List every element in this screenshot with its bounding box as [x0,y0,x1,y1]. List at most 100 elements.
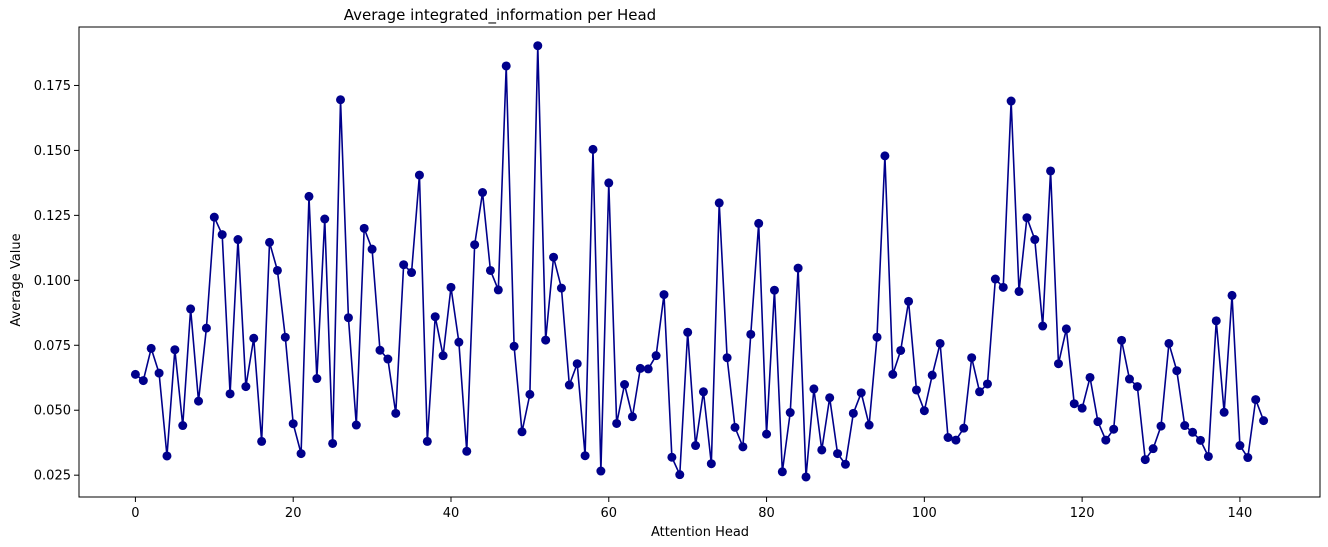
data-point [233,235,243,245]
data-point [659,290,669,300]
data-point [1195,435,1205,445]
data-point [399,260,409,270]
data-point [848,408,858,418]
data-point [351,420,361,430]
data-point [714,198,724,208]
data-point [1156,421,1166,431]
data-point [904,296,914,306]
data-point [138,376,148,386]
data-point [959,423,969,433]
data-point [154,368,164,378]
data-point [186,304,196,314]
data-point [1203,451,1213,461]
data-point [272,265,282,275]
data-point [288,419,298,429]
data-point [675,470,685,480]
x-tick-label: 60 [600,506,617,521]
data-point [517,427,527,437]
data-point [556,283,566,293]
data-point [620,380,630,389]
data-point [312,374,322,384]
data-point [809,384,819,394]
data-point [990,274,1000,284]
data-point [817,445,827,455]
data-point [438,351,448,361]
data-point [1061,324,1071,334]
data-point [975,387,985,397]
data-point [572,359,582,369]
data-point [604,178,614,188]
data-point [1022,213,1032,223]
data-point [691,441,701,451]
data-point [1172,366,1182,376]
data-point [178,421,188,431]
data-point [257,436,267,446]
data-point [241,382,251,392]
data-point [888,369,898,379]
data-point [162,451,172,461]
data-point [304,191,314,201]
data-point [1259,416,1269,426]
data-point [462,446,472,456]
data-point [777,467,787,477]
data-point [1211,316,1221,326]
plot-area [130,41,1269,482]
data-point [383,354,393,364]
data-point [359,223,369,233]
data-point [343,313,353,323]
x-tick-label: 140 [1228,506,1253,521]
data-point [856,388,866,398]
data-point [1117,335,1127,345]
data-point [328,438,338,448]
data-point [485,265,495,275]
data-point [612,418,622,428]
data-point [730,422,740,432]
data-point [1243,453,1253,463]
y-tick-label: 0.125 [34,209,71,224]
data-point [470,240,480,250]
data-point [706,459,716,469]
data-point [651,351,661,361]
data-point [683,327,693,337]
data-point [478,188,488,197]
x-tick-label: 80 [758,506,775,521]
data-point [209,212,219,222]
data-point [754,218,764,228]
data-point [1180,421,1190,431]
data-point [1188,427,1198,437]
x-tick-label: 120 [1070,506,1095,521]
chart-title: Average integrated_information per Head [344,6,656,25]
data-point [407,268,417,278]
data-point [927,370,937,380]
x-tick-label: 0 [131,506,139,521]
data-point [825,393,835,403]
x-axis: 0 20 40 60 80 100 120 140 [131,497,1252,521]
data-point [785,408,795,418]
y-tick-label: 0.025 [34,469,71,484]
data-point [564,380,574,390]
data-point [549,252,559,262]
data-point [501,61,511,71]
x-tick-label: 100 [912,506,937,521]
x-axis-label: Attention Head [651,525,749,540]
data-point [1164,338,1174,348]
data-point [146,343,156,353]
data-point [296,449,306,459]
data-point [967,353,977,363]
data-point [911,385,921,395]
plot-frame [78,26,1321,498]
series-line [134,44,1265,478]
y-tick-label: 0.050 [34,404,71,419]
data-point [998,282,1008,292]
data-point [1109,424,1119,434]
data-point [1046,166,1056,176]
data-point [1069,399,1079,409]
data-point [422,436,432,446]
x-tick-label: 40 [443,506,460,521]
data-point [1085,372,1095,382]
y-tick-label: 0.075 [34,339,71,354]
data-point [1030,235,1040,245]
data-point [1140,455,1150,465]
data-point [872,332,882,342]
